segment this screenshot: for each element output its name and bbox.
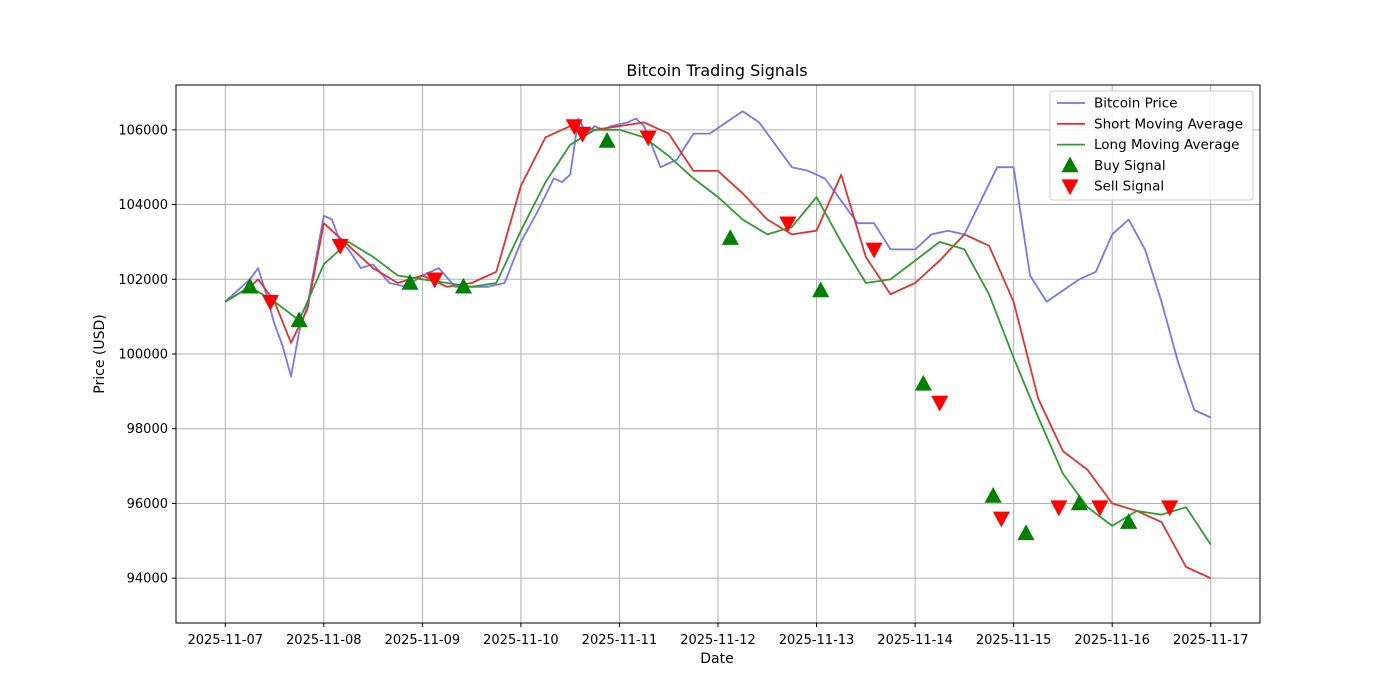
buy-signal-marker: [1017, 524, 1035, 541]
sell-signal-marker: [261, 294, 279, 311]
sell-signal-marker: [1161, 500, 1179, 517]
buy-signal-marker: [914, 374, 932, 391]
buy-signal-marker: [241, 277, 259, 294]
x-tick-label: 2025-11-17: [1173, 633, 1249, 648]
legend-entry-buy: Buy Signal: [1094, 158, 1166, 174]
x-tick-label: 2025-11-11: [582, 633, 658, 648]
buy-signal-marker: [721, 229, 739, 245]
y-tick-label: 104000: [118, 198, 168, 213]
plot-area: [224, 110, 1212, 580]
x-tick-label: 2025-11-09: [385, 633, 461, 648]
legend-box: [1049, 90, 1254, 201]
x-tick-label: 2025-11-08: [286, 633, 362, 648]
y-tick-label: 102000: [118, 273, 168, 288]
sell-signal-marker: [865, 242, 883, 259]
legend-entry-sell: Sell Signal: [1094, 179, 1164, 195]
buy-signal-marker: [1070, 494, 1088, 511]
sell-signal-marker: [1050, 500, 1068, 517]
x-tick-label: 2025-11-10: [483, 633, 559, 648]
buy-signal-marker: [598, 132, 616, 148]
x-axis-label: Date: [700, 651, 733, 667]
x-tick-label: 2025-11-16: [1074, 633, 1150, 648]
x-tick-label: 2025-11-12: [680, 633, 756, 648]
legend-entry-price: Bitcoin Price: [1094, 96, 1178, 112]
buy-signal-marker: [454, 277, 472, 294]
legend: Bitcoin Price Short Moving Average Long Mo…: [1049, 90, 1254, 201]
buy-signal-marker: [984, 487, 1002, 503]
chart-title: Bitcoin Trading Signals: [626, 61, 807, 80]
sell-signal-marker: [426, 272, 444, 289]
sell-signal-marker: [331, 238, 349, 255]
sell-signal-marker: [779, 216, 797, 233]
buy-signal-marker: [401, 274, 419, 290]
x-tick-label: 2025-11-07: [187, 633, 263, 648]
y-tick-label: 100000: [118, 348, 168, 363]
y-axis-label: Price (USD): [92, 314, 108, 393]
y-tick-label: 98000: [127, 422, 168, 437]
y-tick-label: 94000: [127, 572, 168, 587]
sell-signal-marker: [639, 130, 657, 147]
buy-signal-marker: [290, 311, 308, 328]
sell-signal-marker: [931, 395, 949, 412]
short-ma-line: [224, 121, 1212, 580]
x-tick-label: 2025-11-13: [779, 633, 855, 648]
x-tick-label: 2025-11-14: [877, 633, 953, 648]
sell-signal-marker: [574, 126, 591, 143]
y-axis: 94000 96000 98000 100000 102000 104000 106000: [118, 123, 176, 587]
y-tick-label: 106000: [118, 123, 168, 138]
y-tick-label: 96000: [127, 497, 168, 512]
x-tick-label: 2025-11-15: [976, 633, 1052, 648]
legend-entry-buy-swatch: [1061, 156, 1079, 173]
long-ma-line: [224, 128, 1212, 545]
sell-signal-marker: [992, 511, 1010, 528]
buy-signal-marker: [1120, 513, 1138, 529]
legend-entry-sell-swatch: [1061, 179, 1079, 196]
x-axis: 2025-11-07 2025-11-08 2025-11-09 2025-11-10…: [187, 623, 1249, 648]
legend-entry-short-ma: Short Moving Average: [1094, 116, 1243, 132]
buy-signal-marker: [812, 281, 830, 298]
sell-signal-marker: [1091, 500, 1109, 517]
legend-entry-long-ma: Long Moving Average: [1094, 137, 1239, 153]
